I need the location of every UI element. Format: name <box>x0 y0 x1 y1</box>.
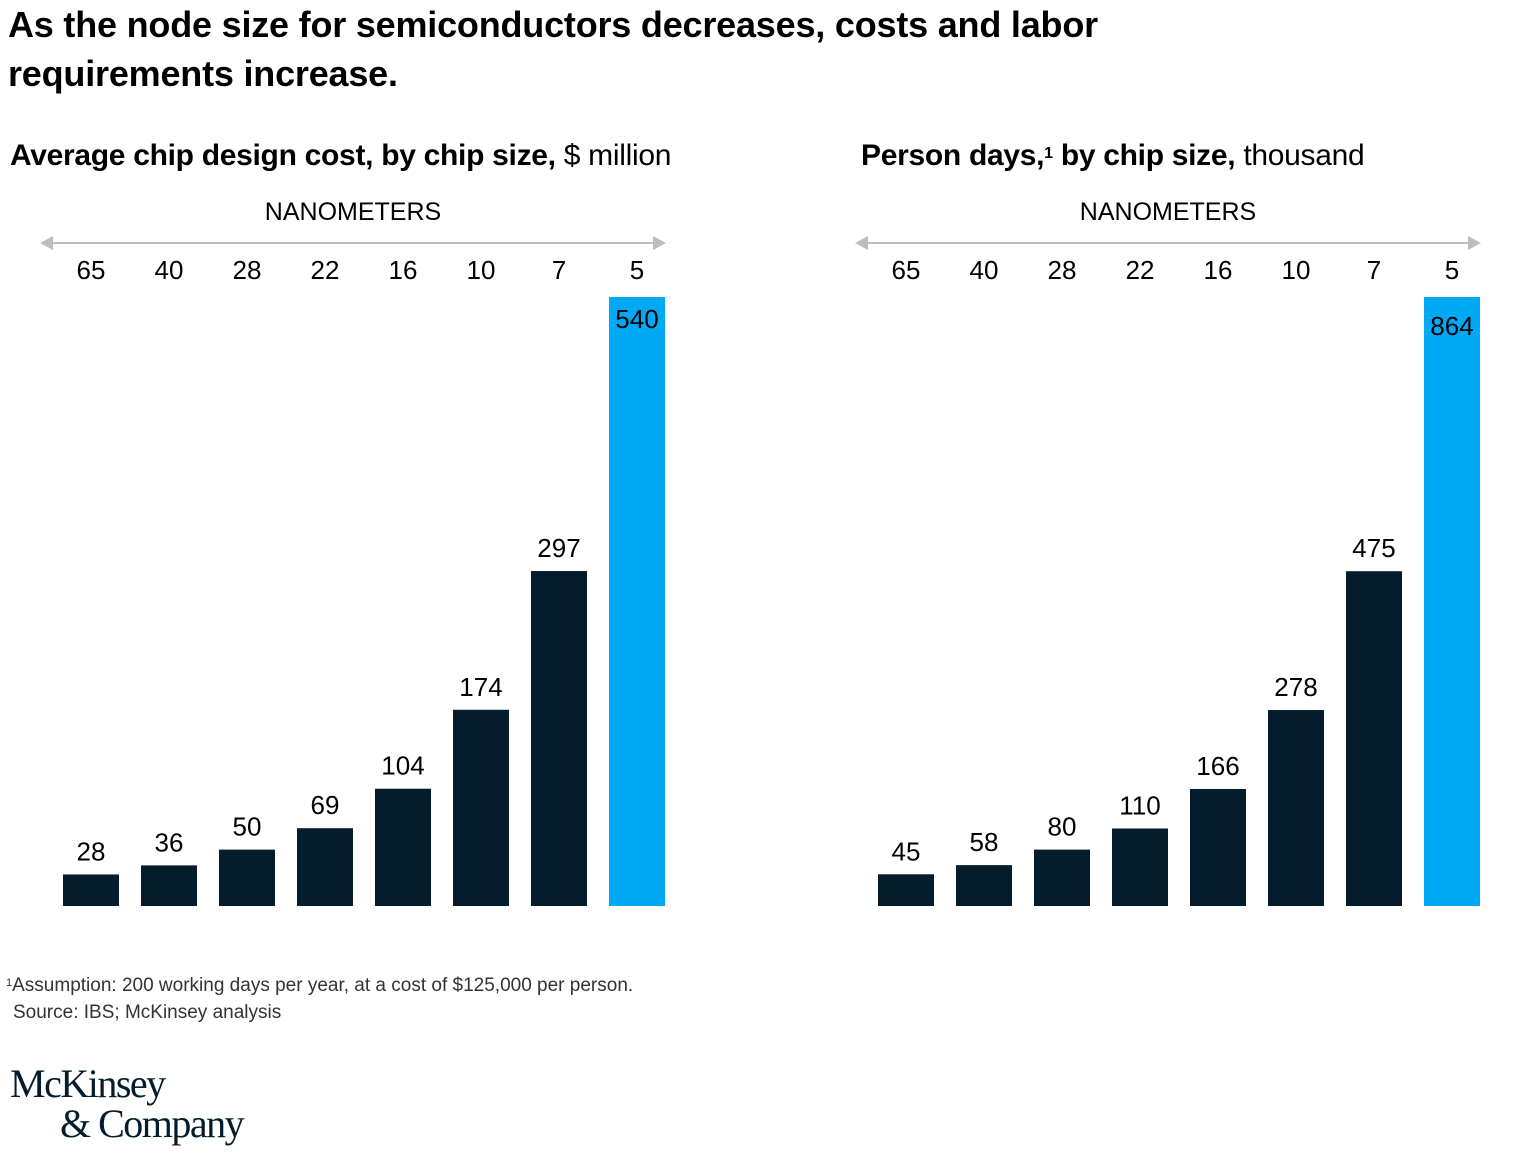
chart-2-title-unit: thousand <box>1243 139 1365 172</box>
data-label: 104 <box>381 751 424 781</box>
bar <box>219 849 275 906</box>
data-label: 864 <box>1430 311 1473 341</box>
data-label: 278 <box>1274 672 1317 702</box>
x-tick-label: 22 <box>1126 255 1155 285</box>
bar-highlight <box>609 297 665 906</box>
x-tick-label: 10 <box>1282 255 1311 285</box>
chart-2-person-days: NANOMETERS 65 40 28 22 16 10 7 5 45 58 80 110 166 278 4… <box>855 198 1481 906</box>
footnote-marker: 1 <box>6 977 13 989</box>
data-label: 166 <box>1196 751 1239 781</box>
logo-line-1: McKinsey <box>10 1061 166 1106</box>
x-tick-label: 16 <box>389 255 418 285</box>
bar <box>63 874 119 906</box>
data-label: 50 <box>233 812 262 842</box>
arrow-left-icon <box>40 236 53 250</box>
data-label: 58 <box>970 827 999 857</box>
chart-1-title: Average chip design cost, by chip size, … <box>10 136 671 176</box>
footnote: 1Assumption: 200 working days per year, … <box>6 972 633 1026</box>
arrow-left-icon <box>855 236 868 250</box>
bar <box>141 865 197 906</box>
chart-1-cost: NANOMETERS 65 40 28 22 16 10 7 5 28 36 50 69 104 174 29… <box>40 198 666 906</box>
x-tick-label: 65 <box>892 255 921 285</box>
chart-2-title-bold-2: by chip size, <box>1060 139 1236 172</box>
x-tick-label: 16 <box>1204 255 1233 285</box>
data-label: 28 <box>77 836 106 866</box>
chart-2-title: Person days,1 by chip size, thousand <box>861 136 1365 176</box>
data-label: 69 <box>311 790 340 820</box>
chart-2-title-bold: Person days, <box>861 139 1045 172</box>
bar <box>1034 849 1090 906</box>
bar-highlight <box>1424 297 1480 906</box>
chart-1-title-unit: $ million <box>563 139 672 172</box>
data-label: 297 <box>537 533 580 563</box>
data-label: 36 <box>155 827 184 857</box>
data-label: 45 <box>892 836 921 866</box>
x-tick-label: 10 <box>467 255 496 285</box>
chart-1-title-bold: Average chip design cost, by chip size, <box>10 139 556 172</box>
x-tick-label: 28 <box>233 255 262 285</box>
data-label: 475 <box>1352 533 1395 563</box>
x-tick-label: 5 <box>1445 255 1459 285</box>
logo-line-2: & Company <box>60 1101 245 1146</box>
bar <box>375 788 431 906</box>
data-label: 110 <box>1119 790 1160 820</box>
footnote-marker: 1 <box>1044 145 1053 162</box>
x-tick-label: 7 <box>552 255 566 285</box>
arrow-right-icon <box>1468 236 1481 250</box>
x-tick-label: 28 <box>1048 255 1077 285</box>
data-label: 174 <box>459 672 502 702</box>
arrow-right-icon <box>653 236 666 250</box>
x-tick-label: 40 <box>970 255 999 285</box>
footnote-assumption: 1Assumption: 200 working days per year, … <box>6 972 633 999</box>
bar <box>1190 788 1246 906</box>
footnote-source: Source: IBS; McKinsey analysis <box>13 1002 282 1023</box>
x-axis-label: NANOMETERS <box>1080 198 1256 226</box>
bar <box>956 865 1012 906</box>
data-label: 80 <box>1048 812 1077 842</box>
bar <box>453 709 509 906</box>
bar <box>297 828 353 906</box>
x-tick-label: 5 <box>630 255 644 285</box>
x-axis-label: NANOMETERS <box>265 198 441 226</box>
bar <box>531 571 587 906</box>
bar <box>1112 828 1168 906</box>
bar <box>878 874 934 906</box>
x-tick-label: 40 <box>155 255 184 285</box>
mckinsey-logo: McKinsey & Company <box>10 1061 245 1146</box>
bar <box>1346 571 1402 906</box>
page-title: As the node size for semiconductors decr… <box>8 4 1098 94</box>
x-tick-label: 22 <box>311 255 340 285</box>
data-label: 540 <box>615 304 658 334</box>
x-tick-label: 7 <box>1367 255 1381 285</box>
footnote-text: Assumption: 200 working days per year, a… <box>12 975 634 996</box>
x-tick-label: 65 <box>77 255 106 285</box>
bar <box>1268 710 1324 906</box>
